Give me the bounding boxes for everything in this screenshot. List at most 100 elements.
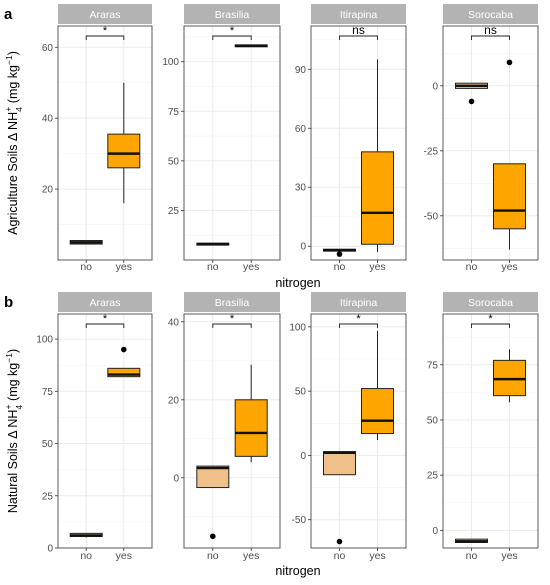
y-tick-label: -25 <box>424 146 439 157</box>
y-tick-label: 100 <box>289 322 306 333</box>
y-axis-title: Agriculture Soils Δ NH4+ (mg kg−1) <box>3 51 24 235</box>
box-yes <box>493 349 526 403</box>
y-tick-label: 20 <box>168 395 180 406</box>
facet-brasilia: Brasilia 25 50 75 100 no yes * <box>162 4 281 273</box>
facet-itirapina: Itirapina 0 30 60 90 no yes ns <box>295 4 407 273</box>
y-tick-label: 0 <box>432 81 438 92</box>
y-axis-title-part: 4 <box>14 405 24 410</box>
outlier-point <box>121 346 127 353</box>
y-tick-label: 75 <box>42 387 54 398</box>
box-no <box>455 82 488 105</box>
facet-strip-label: Araras <box>90 297 121 309</box>
y-tick-label: 30 <box>295 183 307 194</box>
y-tick-label: -50 <box>424 211 439 222</box>
facet-brasilia: Brasilia 0 20 40 no yes * <box>168 292 281 562</box>
significance-label: ns <box>484 23 497 37</box>
panel-border <box>57 313 153 549</box>
y-tick-label: 75 <box>427 360 439 371</box>
box-iqr <box>361 388 394 435</box>
facet-strip <box>58 4 152 24</box>
y-tick-label: 0 <box>173 473 179 484</box>
panel-border <box>183 25 281 261</box>
panel-a: a Agriculture Soils Δ NH4+ (mg kg−1) nitro… <box>3 4 539 290</box>
x-tick-label: no <box>207 261 219 273</box>
bracket-line <box>339 323 378 328</box>
significance-label: * <box>488 313 493 325</box>
facet-strip <box>58 292 152 312</box>
x-tick-label: no <box>80 550 92 562</box>
y-tick-label: 20 <box>42 185 54 196</box>
significance-bracket: * <box>471 313 510 328</box>
y-tick-label: 0 <box>432 526 438 537</box>
significance-bracket: * <box>212 313 252 328</box>
box-iqr <box>107 133 141 169</box>
y-tick-label: 25 <box>168 206 180 217</box>
significance-bracket: ns <box>471 23 510 40</box>
y-axis-title-part: Agriculture Soils Δ NH <box>6 112 20 235</box>
y-tick-label: 75 <box>168 107 180 118</box>
panel-b: b Natural Soils Δ NH4+ (mg kg−1) nitrogen A… <box>3 292 539 578</box>
y-axis-title-part: ) <box>6 51 20 55</box>
y-axis-title-part: + <box>3 404 13 409</box>
y-tick-label: 90 <box>295 65 307 76</box>
plot-area <box>58 314 152 548</box>
y-axis-title-part: 4 <box>14 107 24 112</box>
facet-strip-label: Sorocaba <box>468 9 513 21</box>
y-tick-label: 50 <box>168 156 180 167</box>
box-no <box>196 242 230 246</box>
facet-strip <box>184 292 280 312</box>
y-axis-title: Natural Soils Δ NH4+ (mg kg−1) <box>3 349 24 513</box>
x-tick-label: no <box>334 261 346 273</box>
panel-border <box>183 313 281 549</box>
significance-bracket: * <box>339 313 378 328</box>
x-tick-label: yes <box>116 261 132 273</box>
box-no <box>69 532 103 538</box>
facet-strip <box>311 292 406 312</box>
box-yes <box>107 82 141 204</box>
bracket-line <box>85 35 125 40</box>
y-tick-label: 40 <box>42 114 54 125</box>
y-tick-label: 50 <box>42 439 54 450</box>
x-tick-label: no <box>334 550 346 562</box>
x-tick-label: no <box>466 550 478 562</box>
y-tick-label: 40 <box>168 317 180 328</box>
significance-bracket: * <box>212 25 252 40</box>
y-tick-label: 60 <box>42 43 54 54</box>
box-no <box>196 465 230 540</box>
bracket-line <box>212 323 252 328</box>
x-tick-label: yes <box>369 550 385 562</box>
bracket-line <box>471 323 510 328</box>
y-tick-label: 100 <box>162 57 179 68</box>
panel-tag: b <box>4 294 13 311</box>
significance-label: ns <box>352 23 365 37</box>
y-axis-title-part: −1 <box>4 353 14 363</box>
facet-strip <box>443 4 538 24</box>
x-axis-title: nitrogen <box>275 276 320 290</box>
facet-strip-label: Itirapina <box>340 297 378 309</box>
y-axis-title-part: Natural Soils Δ NH <box>6 410 20 514</box>
box-no <box>323 451 356 545</box>
plot-area <box>443 314 538 548</box>
facet-sorocaba: Sorocaba -50 -25 0 no yes ns <box>424 4 539 273</box>
panel-tag: a <box>4 6 13 23</box>
facet-strip-label: Brasilia <box>215 9 250 21</box>
box-iqr <box>234 399 268 457</box>
significance-label: * <box>356 313 361 325</box>
box-yes <box>107 346 141 378</box>
box-yes <box>361 330 394 440</box>
y-tick-label: 100 <box>36 335 53 346</box>
x-tick-label: yes <box>243 550 259 562</box>
facet-strip <box>443 292 538 312</box>
x-tick-label: yes <box>501 261 517 273</box>
x-tick-label: yes <box>369 261 385 273</box>
y-axis-title-part: (mg kg <box>6 65 20 107</box>
panel-border <box>442 313 539 549</box>
y-axis-title-part: + <box>3 107 13 112</box>
y-axis-title-part: (mg kg <box>6 363 20 405</box>
panel-border <box>310 25 407 261</box>
y-tick-label: 0 <box>300 242 306 253</box>
y-tick-label: 50 <box>427 415 439 426</box>
y-tick-label: 0 <box>300 451 306 462</box>
